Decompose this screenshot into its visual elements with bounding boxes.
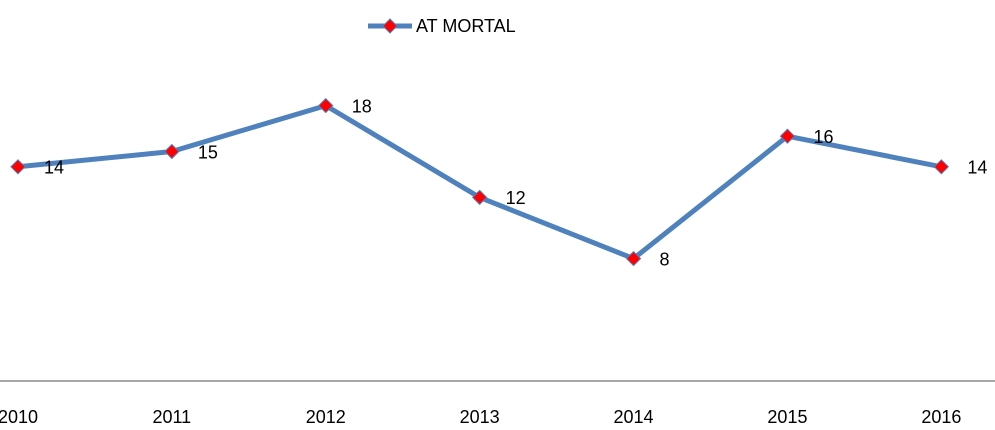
- x-tick-label: 2011: [152, 407, 191, 427]
- data-marker: [318, 97, 334, 114]
- x-tick-label: 2013: [460, 407, 500, 427]
- data-label: 15: [198, 142, 218, 162]
- legend-marker: [382, 18, 398, 34]
- data-line: [17, 103, 942, 262]
- data-marker: [471, 189, 488, 206]
- data-label: 12: [506, 188, 526, 208]
- data-marker: [10, 159, 26, 175]
- x-tick-label: 2012: [306, 407, 346, 427]
- data-label: 18: [352, 96, 372, 116]
- data-label: 14: [967, 158, 987, 178]
- data-marker: [625, 250, 642, 267]
- data-marker: [933, 159, 950, 175]
- x-tick-label: 2010: [0, 407, 38, 427]
- data-label: 14: [44, 158, 64, 178]
- x-tick-label: 2015: [767, 407, 807, 427]
- data-label: 16: [813, 127, 833, 147]
- data-marker: [164, 143, 180, 160]
- x-tick-label: 2016: [921, 407, 961, 427]
- legend-label: AT MORTAL: [416, 16, 516, 36]
- x-tick-label: 2014: [614, 407, 654, 427]
- data-marker: [779, 128, 796, 144]
- data-label: 8: [660, 249, 670, 269]
